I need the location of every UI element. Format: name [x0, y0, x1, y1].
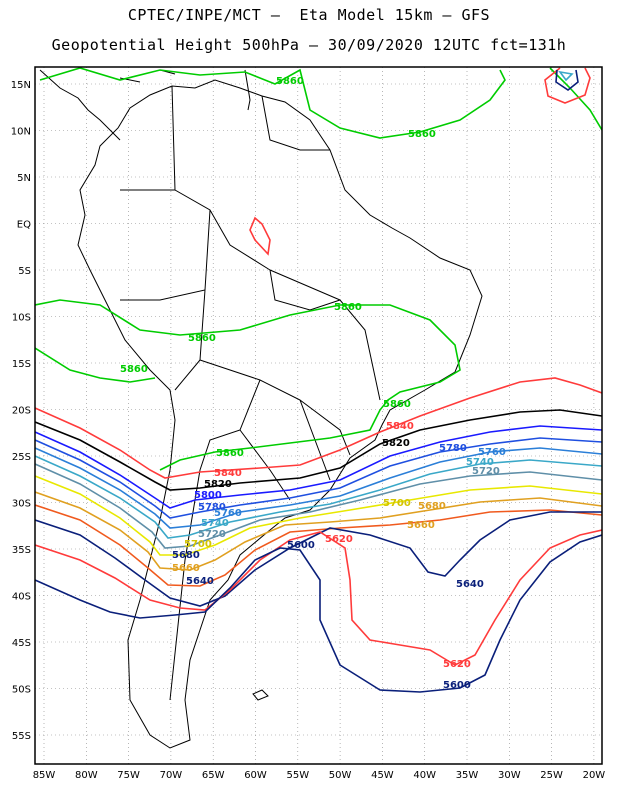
label-5620-b: 5620 [443, 659, 471, 670]
contour-labels: 5860 5860 5860 5860 5860 5860 5860 5840 … [120, 76, 506, 691]
label-5680-b: 5680 [172, 550, 200, 561]
lat-tick-label: 15S [12, 359, 31, 370]
lat-tick-label: 25S [12, 452, 31, 463]
map-frame [34, 66, 603, 765]
label-5860-d: 5860 [188, 333, 216, 344]
lon-tick-label: 35W [456, 770, 479, 781]
lon-tick-label: 85W [33, 770, 56, 781]
label-5860-b: 5860 [408, 129, 436, 140]
contour-5840 [35, 377, 602, 479]
lat-tick-label: 5S [18, 266, 31, 277]
label-5820-b: 5820 [204, 479, 232, 490]
contour-5600 [35, 69, 602, 693]
country-borders [120, 85, 381, 701]
contour-5620 [35, 67, 602, 666]
label-5860-c: 5860 [334, 302, 362, 313]
contour-5660 [35, 504, 602, 587]
label-5740-a: 5740 [466, 457, 494, 468]
lat-tick-label: 15N [11, 80, 31, 91]
contour-5860-amazon [249, 216, 271, 256]
label-5680-a: 5680 [418, 501, 446, 512]
contour-5860-south [35, 299, 461, 471]
label-5660-a: 5660 [407, 520, 435, 531]
contour-5640 [35, 511, 602, 607]
lat-tick-label: 35S [12, 545, 31, 556]
lat-tick-label: 10S [12, 313, 31, 324]
label-5780-a: 5780 [439, 443, 467, 454]
label-5840-a: 5840 [386, 421, 414, 432]
label-5640-a: 5640 [186, 576, 214, 587]
lat-tick-label: 5N [17, 173, 31, 184]
label-5720-a: 5720 [472, 466, 500, 477]
lon-tick-label: 30W [498, 770, 521, 781]
central-america-outline [39, 69, 121, 141]
label-5760-a: 5760 [478, 447, 506, 458]
lon-tick-label: 45W [371, 770, 394, 781]
label-5780-b: 5780 [198, 502, 226, 513]
label-5740-b: 5740 [201, 518, 229, 529]
lat-tick-label: EQ [17, 220, 31, 231]
lon-tick-label: 55W [286, 770, 309, 781]
coastlines [39, 69, 483, 749]
lat-tick-label: 30S [12, 499, 31, 510]
contour-5700 [35, 475, 602, 556]
label-5660-b: 5660 [172, 563, 200, 574]
lon-tick-label: 25W [540, 770, 563, 781]
lon-tick-label: 50W [329, 770, 352, 781]
lat-tick-label: 45S [12, 638, 31, 649]
lat-tick-label: 55S [12, 731, 31, 742]
longitude-labels: 85W 80W 75W 70W 65W 60W 55W 50W 45W 40W 35W 30W 25W 2… [33, 770, 606, 781]
label-5640-b: 5640 [456, 579, 484, 590]
lon-tick-label: 20W [583, 770, 606, 781]
lon-tick-label: 60W [244, 770, 267, 781]
lon-tick-label: 80W [75, 770, 98, 781]
contour-5680 [35, 491, 602, 571]
contour-5720 [35, 463, 602, 549]
lon-tick-label: 75W [117, 770, 140, 781]
lon-tick-label: 70W [160, 770, 183, 781]
label-5860-g: 5860 [216, 448, 244, 459]
label-5820-a: 5820 [382, 438, 410, 449]
contour-layer [35, 67, 602, 693]
latitude-labels: 15N 10N 5N EQ 5S 10S 15S 20S 25S 30S 35S 40S 45S 50S 5… [11, 80, 31, 742]
label-5720-b: 5720 [198, 529, 226, 540]
lat-tick-label: 40S [12, 592, 31, 603]
label-5600-b: 5600 [443, 680, 471, 691]
contour-5780 [35, 437, 602, 519]
label-5860-f: 5860 [383, 399, 411, 410]
lat-tick-label: 10N [11, 127, 31, 138]
contour-5760 [35, 447, 602, 529]
label-5600-a: 5600 [287, 540, 315, 551]
label-5700-b: 5700 [184, 539, 212, 550]
label-5620-a: 5620 [325, 534, 353, 545]
label-5800: 5800 [194, 490, 222, 501]
label-5860-e: 5860 [120, 364, 148, 375]
contour-5820 [35, 409, 602, 491]
lon-tick-label: 65W [202, 770, 225, 781]
label-5700-a: 5700 [383, 498, 411, 509]
lat-tick-label: 50S [12, 685, 31, 696]
label-5760-b: 5760 [214, 508, 242, 519]
contour-5740 [35, 455, 602, 539]
chart-subtitle: Geopotential Height 500hPa – 30/09/2020 … [51, 36, 567, 54]
contour-5580-low [558, 70, 574, 82]
falkland-islands [252, 689, 269, 701]
label-5860-a: 5860 [276, 76, 304, 87]
chart-title: CPTEC/INPE/MCT – Eta Model 15km – GFS [127, 6, 491, 24]
label-5840-b: 5840 [214, 468, 242, 479]
graticule [35, 67, 602, 764]
contour-5860-north [39, 67, 602, 139]
contour-5800 [35, 425, 602, 509]
caribbean-islands [119, 69, 251, 111]
lat-tick-label: 20S [12, 406, 31, 417]
lon-tick-label: 40W [413, 770, 436, 781]
